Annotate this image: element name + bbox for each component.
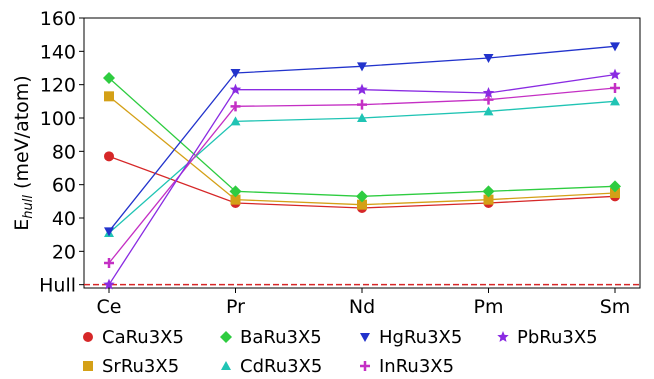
data-point-hgru3x5 bbox=[104, 227, 114, 237]
data-point-srru3x5 bbox=[104, 91, 114, 102]
y-tick-label: 120 bbox=[40, 75, 76, 97]
y-tick-label: 20 bbox=[52, 241, 76, 263]
y-tick-label: 100 bbox=[40, 108, 76, 130]
series-srru3x5 bbox=[104, 91, 620, 210]
y-tick-label: 40 bbox=[52, 208, 76, 230]
data-point-inru3x5 bbox=[357, 99, 367, 110]
legend-marker bbox=[83, 332, 93, 342]
legend-marker bbox=[360, 333, 370, 342]
data-point-inru3x5 bbox=[483, 94, 494, 105]
data-point-pbru3x5 bbox=[609, 68, 621, 80]
data-point-baru3x5 bbox=[103, 72, 115, 84]
legend-marker bbox=[360, 361, 370, 371]
x-tick-label: Sm bbox=[600, 296, 631, 318]
plot-area bbox=[84, 42, 640, 290]
data-point-caru3x5 bbox=[104, 151, 114, 162]
legend-marker bbox=[221, 361, 231, 370]
data-point-hgru3x5 bbox=[483, 54, 494, 63]
data-point-inru3x5 bbox=[104, 258, 114, 268]
data-point-cdru3x5 bbox=[610, 96, 620, 106]
legend-item-caru3x5: CaRu3X5 bbox=[83, 327, 184, 348]
y-tick-label: 80 bbox=[52, 141, 76, 163]
y-tick-label: 140 bbox=[40, 41, 76, 63]
legend-item-cdru3x5: CdRu3X5 bbox=[221, 356, 322, 377]
data-point-baru3x5 bbox=[229, 185, 242, 198]
series-cdru3x5 bbox=[104, 96, 620, 237]
axes: 160 140 120 100 80 60 40 20 Hull Ce Pr Nd Pm Sm Ehull … bbox=[11, 8, 641, 318]
data-point-srru3x5 bbox=[230, 194, 241, 205]
legend-item-srru3x5: SrRu3X5 bbox=[83, 356, 179, 377]
legend-label: HgRu3X5 bbox=[379, 327, 462, 348]
data-point-inru3x5 bbox=[230, 101, 241, 112]
legend-label: InRu3X5 bbox=[379, 356, 454, 377]
data-point-hgru3x5 bbox=[357, 62, 367, 72]
data-point-baru3x5 bbox=[482, 185, 495, 198]
series-hgru3x5 bbox=[104, 42, 620, 237]
plot-frame bbox=[83, 17, 641, 289]
y-tick-label: 160 bbox=[40, 8, 76, 30]
x-tick-label: Pm bbox=[474, 296, 504, 318]
y-tick-label: Hull bbox=[39, 275, 76, 297]
data-point-cdru3x5 bbox=[483, 106, 494, 116]
legend-marker bbox=[83, 361, 93, 371]
legend-label: PbRu3X5 bbox=[517, 327, 598, 348]
legend-item-pbru3x5: PbRu3X5 bbox=[497, 327, 598, 348]
y-axis-title: Ehull (meV/atom) bbox=[11, 75, 36, 230]
data-point-pbru3x5 bbox=[482, 87, 495, 98]
x-tick-label: Nd bbox=[349, 296, 375, 318]
legend-item-hgru3x5: HgRu3X5 bbox=[360, 327, 462, 348]
legend: CaRu3X5 BaRu3X5 HgRu3X5 PbRu3X5 SrRu3X5 CdRu3… bbox=[83, 327, 598, 377]
data-point-hgru3x5 bbox=[610, 42, 620, 52]
legend-label: SrRu3X5 bbox=[102, 356, 179, 377]
y-tick-label: 60 bbox=[52, 175, 76, 197]
data-point-cdru3x5 bbox=[357, 113, 367, 122]
legend-marker bbox=[220, 331, 232, 343]
data-point-pbru3x5 bbox=[103, 278, 115, 290]
data-point-srru3x5 bbox=[610, 188, 620, 198]
series-line-srru3x5 bbox=[108, 95, 616, 206]
legend-label: CdRu3X5 bbox=[240, 356, 322, 377]
data-point-cdru3x5 bbox=[230, 116, 241, 126]
data-point-hgru3x5 bbox=[230, 69, 241, 78]
series-inru3x5 bbox=[104, 83, 620, 268]
data-point-baru3x5 bbox=[609, 180, 621, 193]
data-point-srru3x5 bbox=[483, 194, 494, 205]
data-point-pbru3x5 bbox=[356, 83, 368, 95]
legend-item-inru3x5: InRu3X5 bbox=[360, 356, 454, 377]
legend-label: CaRu3X5 bbox=[102, 327, 184, 348]
data-point-baru3x5 bbox=[356, 190, 368, 203]
legend-item-baru3x5: BaRu3X5 bbox=[220, 327, 322, 348]
legend-label: BaRu3X5 bbox=[240, 327, 322, 348]
data-point-srru3x5 bbox=[357, 199, 367, 210]
data-point-pbru3x5 bbox=[229, 83, 242, 95]
series-pbru3x5 bbox=[103, 68, 621, 290]
legend-marker bbox=[497, 331, 509, 342]
x-tick-label: Ce bbox=[97, 296, 122, 318]
x-tick-label: Pr bbox=[226, 296, 245, 318]
data-point-inru3x5 bbox=[610, 83, 620, 93]
